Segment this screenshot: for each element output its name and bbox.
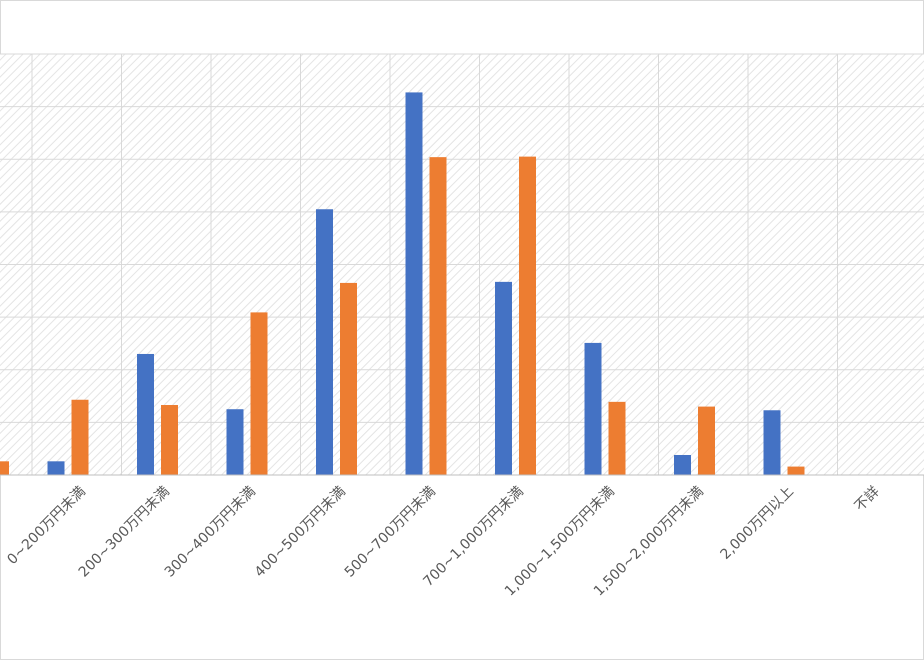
bar-series2-0 <box>71 399 89 475</box>
bar-series2-6 <box>608 401 626 475</box>
bar-series1-2 <box>226 409 244 475</box>
bar-series1-7 <box>674 455 691 475</box>
bar-series2-3 <box>340 282 357 475</box>
bar-series2-1 <box>161 405 178 475</box>
bar-series2-4 <box>429 157 447 475</box>
bar-series2-8 <box>787 466 805 475</box>
bar-series1-6 <box>584 342 602 475</box>
bar-series2-7 <box>698 406 715 475</box>
bar-series1-5 <box>495 281 512 475</box>
bar-series1-1 <box>137 353 154 475</box>
bar-series1-0 <box>47 461 65 475</box>
bar-series1-8 <box>763 410 781 475</box>
bar-series2-partial <box>0 461 9 475</box>
bar-series1-3 <box>316 209 333 475</box>
bar-series2-5 <box>519 156 536 475</box>
bars <box>0 92 805 475</box>
bar-series1-4 <box>405 92 423 475</box>
bar-series2-2 <box>250 312 268 475</box>
